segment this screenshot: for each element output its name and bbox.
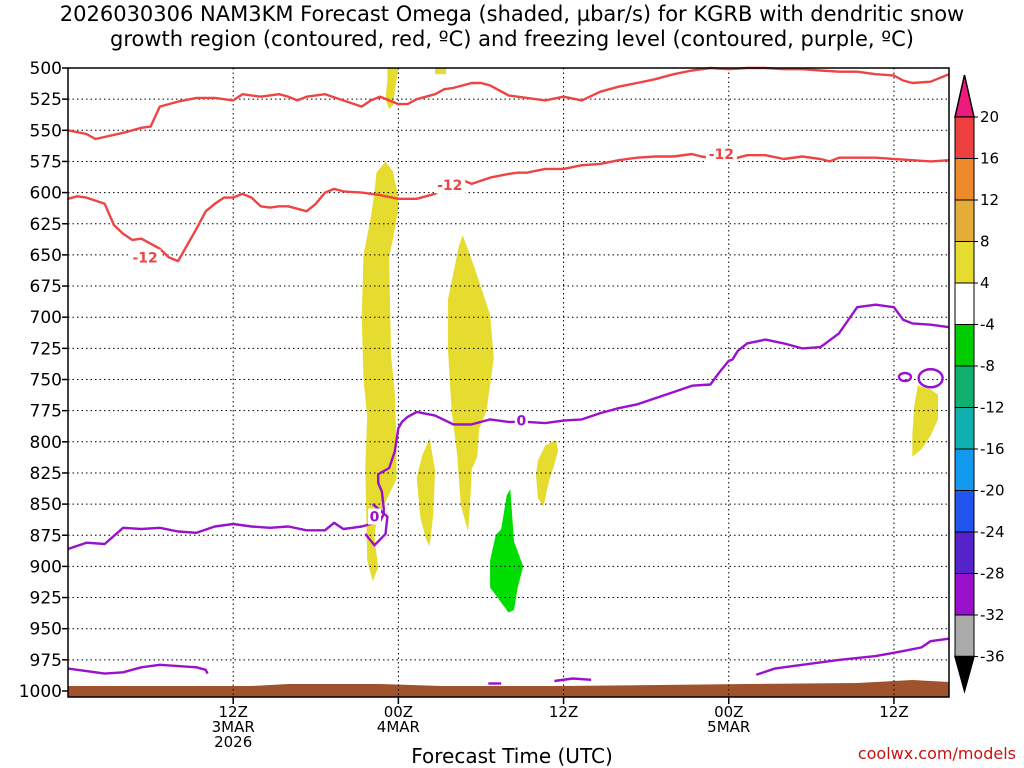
colorbar-segment bbox=[954, 614, 975, 657]
colorbar: 20 16 12 8 4 -4 -8 -12 -16 -20 -24 -28 -32 -36 bbox=[954, 74, 1005, 694]
colorbar-segment bbox=[954, 448, 975, 491]
omega-region bbox=[447, 235, 494, 532]
x-tick-label: 12Z bbox=[879, 703, 908, 721]
colorbar-label: -12 bbox=[980, 399, 1005, 417]
y-tick-label: 1000 bbox=[19, 682, 62, 702]
y-tick-label: 950 bbox=[30, 620, 62, 640]
colorbar-segment bbox=[954, 199, 975, 242]
colorbar-label: -28 bbox=[980, 565, 1005, 583]
contour-label-layer: -12 -12 -12 0 0 bbox=[129, 145, 737, 526]
chart-title: 2026030306 NAM3KM Forecast Omega (shaded… bbox=[59, 2, 965, 51]
y-tick-label: 825 bbox=[30, 464, 62, 484]
y-tick-label: 625 bbox=[30, 215, 62, 235]
colorbar-segment bbox=[954, 531, 975, 574]
contour-line bbox=[67, 152, 950, 263]
y-tick-label: 500 bbox=[30, 59, 62, 79]
colorbar-label: 16 bbox=[980, 150, 999, 168]
freezing-level-fold bbox=[364, 503, 389, 547]
x-tick-label: 12Z bbox=[219, 703, 248, 721]
omega-region bbox=[435, 68, 447, 75]
y-tick-label: 575 bbox=[30, 152, 62, 172]
y-axis: 500 525 550 575 600 625 650 675 700 725 750 775 800 8… bbox=[19, 59, 68, 702]
y-tick-label: 900 bbox=[30, 557, 62, 577]
freezing-level-loop bbox=[917, 368, 944, 389]
x-tick-label: 4MAR bbox=[377, 718, 420, 736]
freezing-level-fragment bbox=[554, 677, 592, 683]
y-tick-label: 975 bbox=[30, 651, 62, 671]
colorbar-segment bbox=[954, 158, 975, 201]
x-tick-label: 3MAR bbox=[212, 718, 255, 736]
credit-link[interactable]: coolwx.com/models bbox=[857, 744, 1016, 763]
y-tick-label: 725 bbox=[30, 339, 62, 359]
y-tick-label: 750 bbox=[30, 371, 62, 391]
x-tick-label: 00Z bbox=[714, 703, 743, 721]
contour-layer bbox=[67, 66, 950, 685]
colorbar-label: -4 bbox=[980, 316, 995, 334]
freezing-level-near-surface bbox=[755, 637, 950, 676]
y-tick-label: 525 bbox=[30, 90, 62, 110]
omega-region bbox=[416, 438, 436, 547]
x-tick-label: 12Z bbox=[549, 703, 578, 721]
y-tick-label: 600 bbox=[30, 184, 62, 204]
x-tick-label: 5MAR bbox=[707, 718, 750, 736]
colorbar-segment bbox=[954, 282, 975, 325]
colorbar-label: -32 bbox=[980, 606, 1005, 624]
freezing-level-loop bbox=[897, 371, 913, 383]
colorbar-label: 4 bbox=[980, 274, 990, 292]
y-tick-label: 675 bbox=[30, 277, 62, 297]
colorbar-label: -16 bbox=[980, 440, 1005, 458]
y-tick-label: 850 bbox=[30, 495, 62, 515]
contour-label-bg bbox=[705, 145, 737, 162]
omega-region bbox=[536, 440, 559, 507]
x-axis-title: Forecast Time (UTC) bbox=[411, 744, 613, 768]
terrain-profile bbox=[68, 680, 949, 697]
colorbar-label: -24 bbox=[980, 523, 1005, 541]
y-tick-label: 700 bbox=[30, 308, 62, 328]
colorbar-triangle-bottom bbox=[954, 655, 975, 694]
colorbar-segment bbox=[954, 490, 975, 533]
contour-label-bg bbox=[368, 508, 382, 525]
y-tick-label: 800 bbox=[30, 433, 62, 453]
terrain-layer bbox=[68, 680, 949, 697]
colorbar-label: 12 bbox=[980, 191, 999, 209]
contour-label: 0 bbox=[370, 510, 380, 526]
omega-region bbox=[490, 489, 524, 613]
colorbar-label: -8 bbox=[980, 357, 995, 375]
contour-label: -12 bbox=[132, 250, 157, 266]
omega-region bbox=[912, 385, 938, 457]
colorbar-segment bbox=[954, 407, 975, 450]
contour-line bbox=[67, 663, 209, 675]
colorbar-label: -36 bbox=[980, 648, 1005, 666]
contour-label: 0 bbox=[516, 414, 526, 430]
contour-label-bg bbox=[129, 249, 161, 266]
y-tick-label: 550 bbox=[30, 121, 62, 141]
colorbar-label: -20 bbox=[980, 482, 1005, 500]
y-tick-label: 650 bbox=[30, 246, 62, 266]
contour-label-bg bbox=[514, 412, 528, 429]
x-tick-label: 00Z bbox=[384, 703, 413, 721]
plot-frame bbox=[67, 67, 950, 698]
contour-line bbox=[67, 66, 950, 141]
y-tick-label: 875 bbox=[30, 526, 62, 546]
contour-label: -12 bbox=[709, 147, 734, 163]
omega-shading-layer bbox=[361, 68, 938, 613]
colorbar-triangle-top bbox=[954, 74, 975, 118]
y-tick-label: 775 bbox=[30, 402, 62, 422]
colorbar-segment bbox=[954, 116, 975, 159]
colorbar-label: 8 bbox=[980, 233, 990, 251]
x-tick-label: 2026 bbox=[214, 733, 252, 751]
contour-line bbox=[67, 303, 950, 551]
colorbar-segment bbox=[954, 241, 975, 284]
omega-region bbox=[361, 161, 399, 582]
colorbar-label: 20 bbox=[980, 108, 999, 126]
y-tick-label: 925 bbox=[30, 589, 62, 609]
contour-label: -12 bbox=[437, 178, 462, 194]
colorbar-segment bbox=[954, 365, 975, 408]
contour-label-bg bbox=[434, 177, 466, 194]
colorbar-segment bbox=[954, 324, 975, 367]
colorbar-segment bbox=[954, 573, 975, 616]
